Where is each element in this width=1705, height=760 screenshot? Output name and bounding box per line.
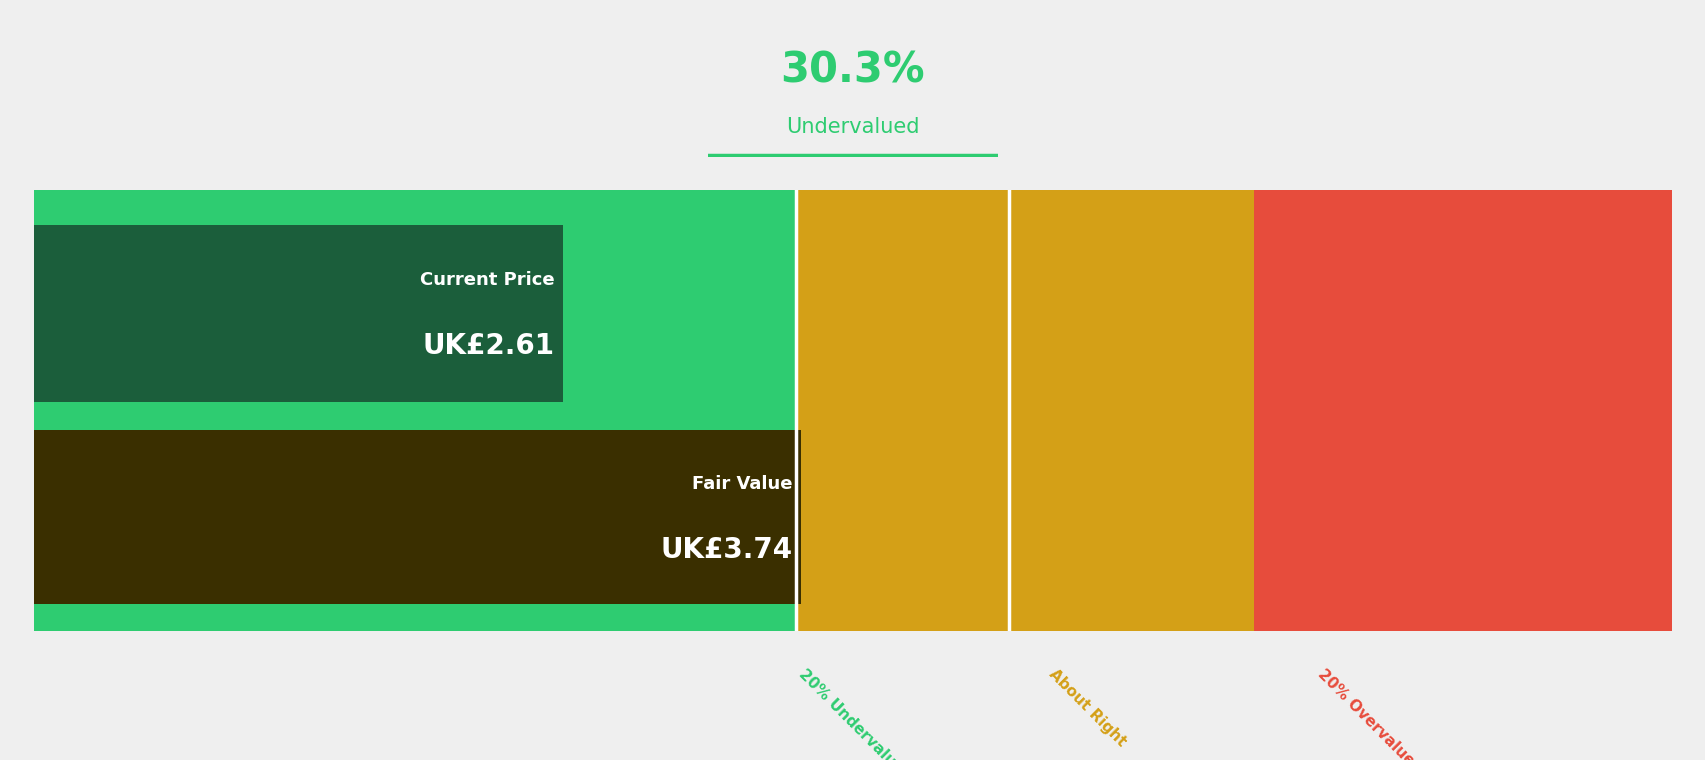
Bar: [34, 401, 795, 430]
Bar: [795, 190, 1008, 631]
Text: UK£2.61: UK£2.61: [423, 332, 554, 360]
Text: Fair Value: Fair Value: [692, 475, 791, 493]
Bar: [34, 225, 563, 401]
Text: 20% Undervalued: 20% Undervalued: [795, 666, 912, 760]
Text: UK£3.74: UK£3.74: [660, 537, 791, 565]
Bar: [34, 430, 800, 604]
Text: 20% Overvalued: 20% Overvalued: [1315, 666, 1424, 760]
Text: Undervalued: Undervalued: [786, 117, 919, 137]
Text: Current Price: Current Price: [419, 271, 554, 290]
Bar: [34, 190, 795, 225]
Bar: [34, 604, 795, 631]
Text: About Right: About Right: [1045, 666, 1129, 749]
Bar: [1008, 190, 1253, 631]
Bar: [1253, 190, 1671, 631]
Text: 30.3%: 30.3%: [781, 49, 924, 91]
Bar: [34, 190, 795, 631]
